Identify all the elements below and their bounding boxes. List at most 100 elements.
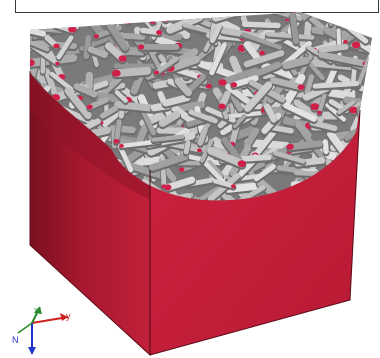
- fiber-cut-end: [18, 60, 23, 64]
- fiber-shadow: [50, 13, 60, 24]
- fiber: [360, 109, 362, 118]
- fiber-shadow: [355, 0, 363, 25]
- fiber: [50, 12, 60, 23]
- fiber-cut-end: [114, 139, 120, 144]
- fiber: [116, 122, 119, 142]
- fiber: [28, 23, 42, 26]
- fiber-shadow: [75, 5, 82, 22]
- fiber: [290, 144, 319, 147]
- fiber: [157, 2, 166, 18]
- fiber-shadow: [157, 4, 166, 20]
- fiber: [25, 190, 31, 200]
- fiber-shadow: [367, 171, 374, 181]
- fiber: [128, 12, 146, 22]
- fiber-shadow: [358, 197, 361, 211]
- fiber: [124, 5, 152, 18]
- fiber-cut-end: [287, 144, 294, 150]
- fiber-shadow: [361, 132, 367, 148]
- fiber: [315, 84, 357, 87]
- fiber-shadow: [360, 102, 373, 108]
- fiber: [286, 60, 306, 65]
- fiber-cut-end: [39, 23, 46, 29]
- fiber-cut-end: [343, 40, 347, 44]
- fiber: [358, 6, 380, 18]
- fiber: [367, 169, 374, 179]
- fiber-shadow: [358, 7, 380, 19]
- fiber-cut-end: [119, 55, 127, 62]
- fiber: [186, 143, 188, 152]
- fiber: [147, 8, 153, 22]
- fiber: [20, 28, 44, 33]
- fiber: [153, 8, 185, 12]
- fiber-cut-end: [119, 144, 124, 148]
- fiber-cut-end: [370, 33, 376, 38]
- fiber-shadow: [25, 104, 26, 120]
- fiber: [18, 4, 42, 29]
- fiber-cut-end: [164, 184, 171, 190]
- fiber: [101, 7, 120, 21]
- fiber-shadow: [363, 119, 379, 132]
- fiber-shadow: [14, 6, 41, 29]
- fiber-shadow: [331, 11, 340, 25]
- fiber-cut-end: [298, 84, 305, 90]
- fiber: [116, 71, 147, 73]
- fiber-cut-end: [231, 82, 237, 87]
- fiber: [363, 118, 379, 131]
- fiber-shadow: [153, 9, 185, 13]
- fiber-cut-end: [112, 70, 121, 77]
- fiber-cut-end: [15, 26, 20, 30]
- fiber: [335, 5, 360, 12]
- fiber-shadow: [340, 12, 360, 25]
- fiber-shadow: [101, 9, 120, 23]
- fiber-shadow: [23, 172, 30, 184]
- fiber: [23, 171, 30, 183]
- fiber-shadow: [24, 62, 27, 73]
- fiber: [153, 7, 169, 16]
- fiber-shadow: [25, 192, 31, 202]
- fiber-shadow: [362, 84, 380, 105]
- fiber-shadow: [355, 201, 366, 207]
- fiber: [362, 13, 380, 18]
- fiber-cut-end: [231, 184, 236, 188]
- fiber-cut-end: [197, 148, 202, 152]
- fiber-shadow: [153, 8, 169, 17]
- fiber-cut-end: [24, 117, 29, 121]
- fiber-shadow: [147, 10, 153, 24]
- axis-x-label: x: [34, 306, 39, 315]
- fiber: [334, 8, 368, 10]
- fiber-cut-end: [87, 105, 93, 110]
- fiber-cut-end: [55, 62, 59, 66]
- fiber-cut-end: [218, 103, 225, 109]
- fiber-shadow: [362, 15, 380, 20]
- fiber: [331, 10, 340, 24]
- fiber: [361, 130, 367, 146]
- fiber-shadow: [27, 15, 61, 21]
- fiber-cut-end: [154, 70, 159, 74]
- fiber: [362, 82, 380, 103]
- fiber-shadow: [28, 24, 42, 27]
- fiber-shadow: [124, 7, 152, 20]
- fiber-cut-end: [238, 160, 246, 167]
- fiber-cut-end: [362, 169, 370, 176]
- fiber: [165, 9, 199, 17]
- fiber-cut-end: [259, 51, 265, 56]
- fiber: [325, 0, 329, 18]
- fiber: [325, 142, 326, 151]
- fiber-cut-end: [218, 79, 226, 86]
- fiber-shadow: [165, 11, 199, 19]
- fiber: [27, 14, 61, 20]
- fiber-cut-end: [53, 43, 59, 48]
- fiber-cut-end: [138, 44, 144, 49]
- fiber-cut-end: [26, 59, 35, 66]
- fiber-cut-end: [352, 41, 360, 48]
- fiber-cut-end: [162, 15, 170, 21]
- fiber: [25, 103, 26, 119]
- fiber-shadow: [62, 4, 77, 28]
- fiber-cut-end: [150, 20, 155, 24]
- fiber: [358, 196, 361, 210]
- fiber: [75, 3, 82, 20]
- fiber: [340, 11, 360, 24]
- fiber-cut-end: [94, 34, 99, 38]
- fiber: [112, 1, 122, 26]
